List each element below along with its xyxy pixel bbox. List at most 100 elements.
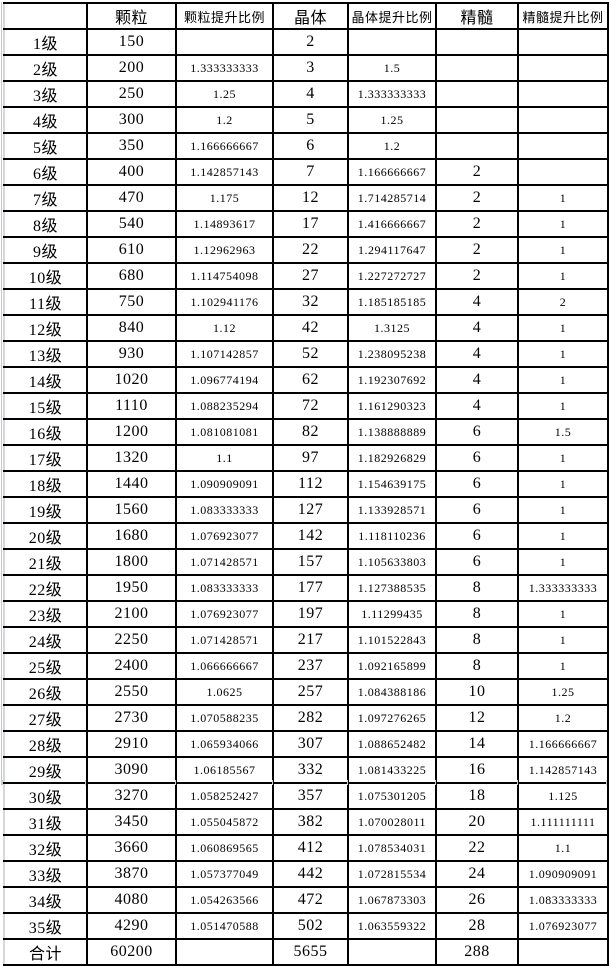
cell-particle-ratio[interactable]: 1.088235294: [175, 392, 274, 420]
cell-level[interactable]: 29级: [3, 756, 88, 784]
cell-particle[interactable]: 540: [86, 210, 177, 238]
cell-particle-ratio[interactable]: 1.142857143: [175, 158, 274, 186]
cell-particle[interactable]: 1560: [86, 496, 177, 524]
cell-particle-ratio[interactable]: 1.060869565: [175, 834, 274, 862]
cell-particle-ratio[interactable]: 1.058252427: [175, 782, 274, 810]
cell-essence-ratio[interactable]: [517, 28, 609, 56]
cell-level[interactable]: 3级: [3, 80, 88, 108]
cell-crystal[interactable]: 502: [272, 912, 349, 940]
header-particle[interactable]: 颗粒: [86, 2, 177, 30]
cell-particle[interactable]: 930: [86, 340, 177, 368]
cell-crystal-ratio[interactable]: 1.294117647: [347, 236, 437, 264]
cell-particle-ratio[interactable]: 1.051470588: [175, 912, 274, 940]
cell-particle-ratio[interactable]: 1.1: [175, 444, 274, 472]
cell-particle[interactable]: 150: [86, 28, 177, 56]
cell-essence[interactable]: 22: [435, 834, 519, 862]
cell-crystal-ratio[interactable]: 1.067873303: [347, 886, 437, 914]
cell-particle[interactable]: 2730: [86, 704, 177, 732]
cell-essence[interactable]: 4: [435, 366, 519, 394]
cell-crystal-ratio[interactable]: 1.227272727: [347, 262, 437, 290]
cell-essence[interactable]: 6: [435, 548, 519, 576]
cell-essence-ratio[interactable]: 1: [517, 392, 609, 420]
cell-crystal[interactable]: 12: [272, 184, 349, 212]
cell-crystal-ratio[interactable]: 1.185185185: [347, 288, 437, 316]
cell-essence-ratio[interactable]: [517, 54, 609, 82]
cell-particle-ratio[interactable]: 1.102941176: [175, 288, 274, 316]
cell-crystal[interactable]: 6: [272, 132, 349, 160]
cell-crystal-ratio[interactable]: 1.092165899: [347, 652, 437, 680]
cell-particle[interactable]: 4080: [86, 886, 177, 914]
cell-particle-ratio[interactable]: 1.071428571: [175, 548, 274, 576]
cell-level[interactable]: 17级: [3, 444, 88, 472]
cell-crystal[interactable]: 32: [272, 288, 349, 316]
cell-essence-ratio[interactable]: 1.125: [517, 782, 609, 810]
cell-essence[interactable]: 2: [435, 236, 519, 264]
cell-essence-ratio[interactable]: 1: [517, 184, 609, 212]
cell-level[interactable]: 19级: [3, 496, 88, 524]
cell-particle[interactable]: 2910: [86, 730, 177, 758]
cell-essence[interactable]: [435, 106, 519, 134]
cell-essence[interactable]: 6: [435, 496, 519, 524]
cell-essence[interactable]: 18: [435, 782, 519, 810]
cell-level[interactable]: 2级: [3, 54, 88, 82]
cell-particle[interactable]: 350: [86, 132, 177, 160]
cell-crystal-ratio[interactable]: 1.084388186: [347, 678, 437, 706]
cell-level[interactable]: 34级: [3, 886, 88, 914]
cell-crystal[interactable]: 7: [272, 158, 349, 186]
cell-essence-ratio[interactable]: 1.5: [517, 418, 609, 446]
cell-particle[interactable]: 2550: [86, 678, 177, 706]
cell-crystal[interactable]: 42: [272, 314, 349, 342]
cell-particle[interactable]: 840: [86, 314, 177, 342]
cell-particle-ratio[interactable]: 1.065934066: [175, 730, 274, 758]
cell-crystal[interactable]: 412: [272, 834, 349, 862]
cell-essence-ratio[interactable]: 1: [517, 496, 609, 524]
cell-essence[interactable]: 6: [435, 522, 519, 550]
cell-essence[interactable]: 288: [435, 938, 519, 966]
cell-level[interactable]: 31级: [3, 808, 88, 836]
cell-crystal[interactable]: 282: [272, 704, 349, 732]
cell-level[interactable]: 16级: [3, 418, 88, 446]
cell-crystal-ratio[interactable]: 1.2: [347, 132, 437, 160]
cell-crystal[interactable]: 52: [272, 340, 349, 368]
cell-essence-ratio[interactable]: [517, 106, 609, 134]
cell-level[interactable]: 1级: [3, 28, 88, 56]
cell-level[interactable]: 11级: [3, 288, 88, 316]
cell-particle-ratio[interactable]: 1.166666667: [175, 132, 274, 160]
cell-essence-ratio[interactable]: 1.25: [517, 678, 609, 706]
cell-essence-ratio[interactable]: 1.333333333: [517, 574, 609, 602]
cell-crystal[interactable]: 22: [272, 236, 349, 264]
cell-crystal[interactable]: 142: [272, 522, 349, 550]
cell-essence[interactable]: [435, 54, 519, 82]
cell-particle-ratio[interactable]: 1.06185567: [175, 756, 274, 784]
cell-essence-ratio[interactable]: 1: [517, 314, 609, 342]
cell-level[interactable]: 13级: [3, 340, 88, 368]
cell-essence[interactable]: 8: [435, 652, 519, 680]
cell-essence[interactable]: 2: [435, 262, 519, 290]
cell-level[interactable]: 23级: [3, 600, 88, 628]
cell-crystal[interactable]: 62: [272, 366, 349, 394]
cell-essence[interactable]: 4: [435, 340, 519, 368]
cell-level[interactable]: 合计: [3, 938, 88, 966]
cell-crystal[interactable]: 177: [272, 574, 349, 602]
cell-crystal[interactable]: 112: [272, 470, 349, 498]
cell-particle-ratio[interactable]: 1.2: [175, 106, 274, 134]
cell-level[interactable]: 32级: [3, 834, 88, 862]
header-essence[interactable]: 精髓: [435, 2, 519, 30]
cell-crystal[interactable]: 82: [272, 418, 349, 446]
cell-essence[interactable]: 2: [435, 184, 519, 212]
cell-particle-ratio[interactable]: 1.076923077: [175, 600, 274, 628]
cell-crystal-ratio[interactable]: [347, 938, 437, 966]
cell-level[interactable]: 6级: [3, 158, 88, 186]
cell-crystal-ratio[interactable]: 1.416666667: [347, 210, 437, 238]
cell-essence-ratio[interactable]: 1.2: [517, 704, 609, 732]
cell-particle-ratio[interactable]: 1.054263566: [175, 886, 274, 914]
cell-crystal[interactable]: 3: [272, 54, 349, 82]
cell-essence-ratio[interactable]: 1: [517, 236, 609, 264]
cell-level[interactable]: 30级: [3, 782, 88, 810]
cell-particle-ratio[interactable]: 1.114754098: [175, 262, 274, 290]
cell-particle[interactable]: 2100: [86, 600, 177, 628]
cell-level[interactable]: 21级: [3, 548, 88, 576]
cell-level[interactable]: 24级: [3, 626, 88, 654]
cell-particle-ratio[interactable]: [175, 28, 274, 56]
cell-particle[interactable]: 300: [86, 106, 177, 134]
